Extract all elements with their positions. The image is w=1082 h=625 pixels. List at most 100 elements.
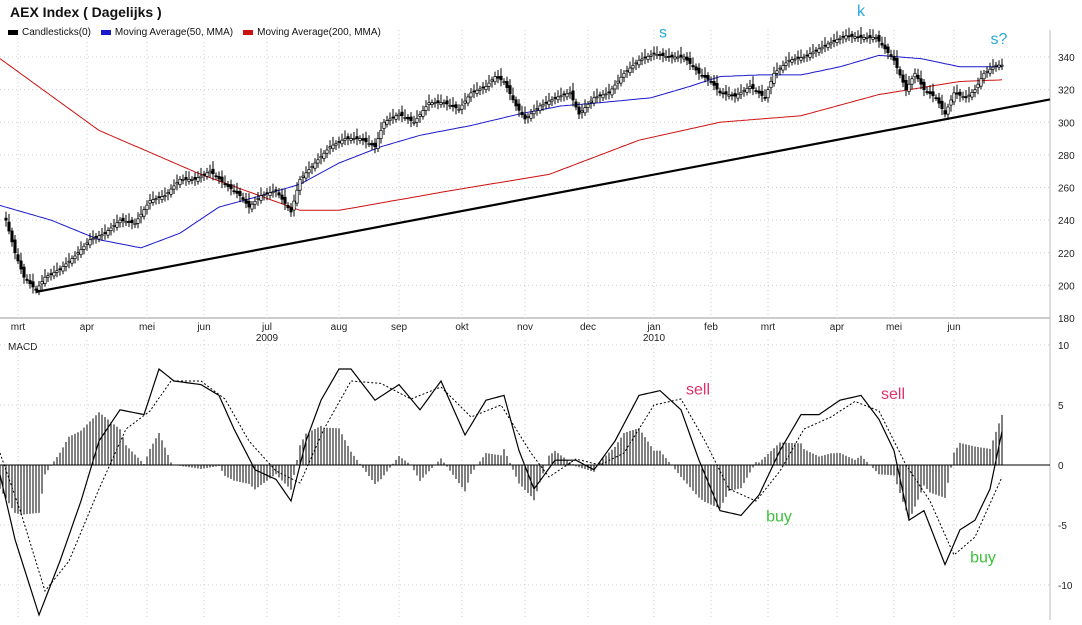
candle-body [163,195,167,198]
candle-body [91,238,95,241]
candle-body [538,105,542,111]
candle-body [265,192,269,195]
candle-body [490,79,494,82]
candle-body [508,85,512,95]
candle-body [862,37,866,40]
candle-body [640,58,644,61]
candle-body [1000,64,1004,67]
candle-body [553,97,557,99]
month-tick-label: aug [331,322,348,333]
candle-body [901,74,905,83]
month-tick-label: sep [391,322,408,333]
candle-body [982,72,986,80]
month-tick-label: nov [517,322,533,333]
candle-body [337,141,341,143]
month-tick-label: dec [580,322,596,333]
candle-body [391,116,395,119]
candle-body [739,91,743,95]
price-tick-label: 260 [1058,184,1075,195]
trendline [35,98,1051,293]
candle-body [496,76,500,79]
candle-body [934,97,938,100]
candle-body [661,52,665,57]
candle-body [727,94,731,97]
candle-body [769,81,773,89]
candle-body [133,223,137,226]
candle-body [43,276,47,284]
candle-body [493,76,497,83]
month-tick-label: apr [80,322,95,333]
candle-body [166,192,170,195]
candle-body [424,106,428,111]
candle-body [715,82,719,90]
candle-body [997,64,1001,68]
month-tick-label: mrt [11,322,26,333]
candle-body [118,219,122,224]
candle-body [697,67,701,74]
candle-body [139,213,143,218]
candle-body [193,177,197,180]
macd-line [0,367,1003,617]
candle-body [577,106,581,115]
candle-body [253,201,257,205]
candle-body [988,68,992,74]
candle-body [667,55,671,58]
price-tick-label: 300 [1058,118,1075,129]
candle-body [589,100,593,103]
candle-body [532,110,536,115]
candle-body [619,76,623,84]
candle-body [937,97,941,104]
candle-body [685,56,689,61]
year-tick-label: 2009 [256,333,279,344]
macd-signal-line [0,380,1003,593]
candle-body [334,143,338,146]
candle-body [370,143,374,146]
month-tick-label: jun [196,322,210,333]
candle-body [184,177,188,180]
candle-body [289,207,293,213]
month-tick-label: mei [886,322,902,333]
candle-body [505,81,509,88]
candle-body [277,192,281,196]
candle-body [61,266,65,272]
macd-annotation: sell [686,381,710,398]
candle-body [730,94,734,97]
candle-body [688,57,692,64]
candle-body [397,113,401,117]
candle-body [787,59,791,62]
candle-body [700,74,704,77]
candle-body [556,96,560,101]
candle-body [124,221,128,224]
ma200-line [0,58,1003,211]
candle-body [865,37,869,39]
candle-body [673,56,677,60]
candle-body [142,209,146,217]
candle-body [679,54,683,58]
candle-body [313,162,317,169]
candle-body [502,81,506,83]
macd-tick-label: 10 [1058,341,1070,352]
month-tick-label: okt [455,322,469,333]
candle-body [652,52,656,55]
candle-body [7,221,11,232]
candle-body [247,200,251,208]
candle-body [766,89,770,99]
candle-body [85,242,89,245]
candle-body [625,70,629,73]
candle-body [541,103,545,107]
candle-body [907,83,911,92]
candle-body [781,65,785,71]
candle-body [415,117,419,123]
candle-body [304,172,308,179]
candle-body [226,183,230,187]
candle-body [364,137,368,143]
candle-body [385,120,389,125]
candle-body [439,102,443,105]
candle-body [790,59,794,63]
candle-body [853,36,857,39]
candle-body [814,49,818,52]
candle-body [733,93,737,97]
price-tick-label: 340 [1058,53,1075,64]
candle-body [523,114,527,120]
candle-body [28,280,32,285]
